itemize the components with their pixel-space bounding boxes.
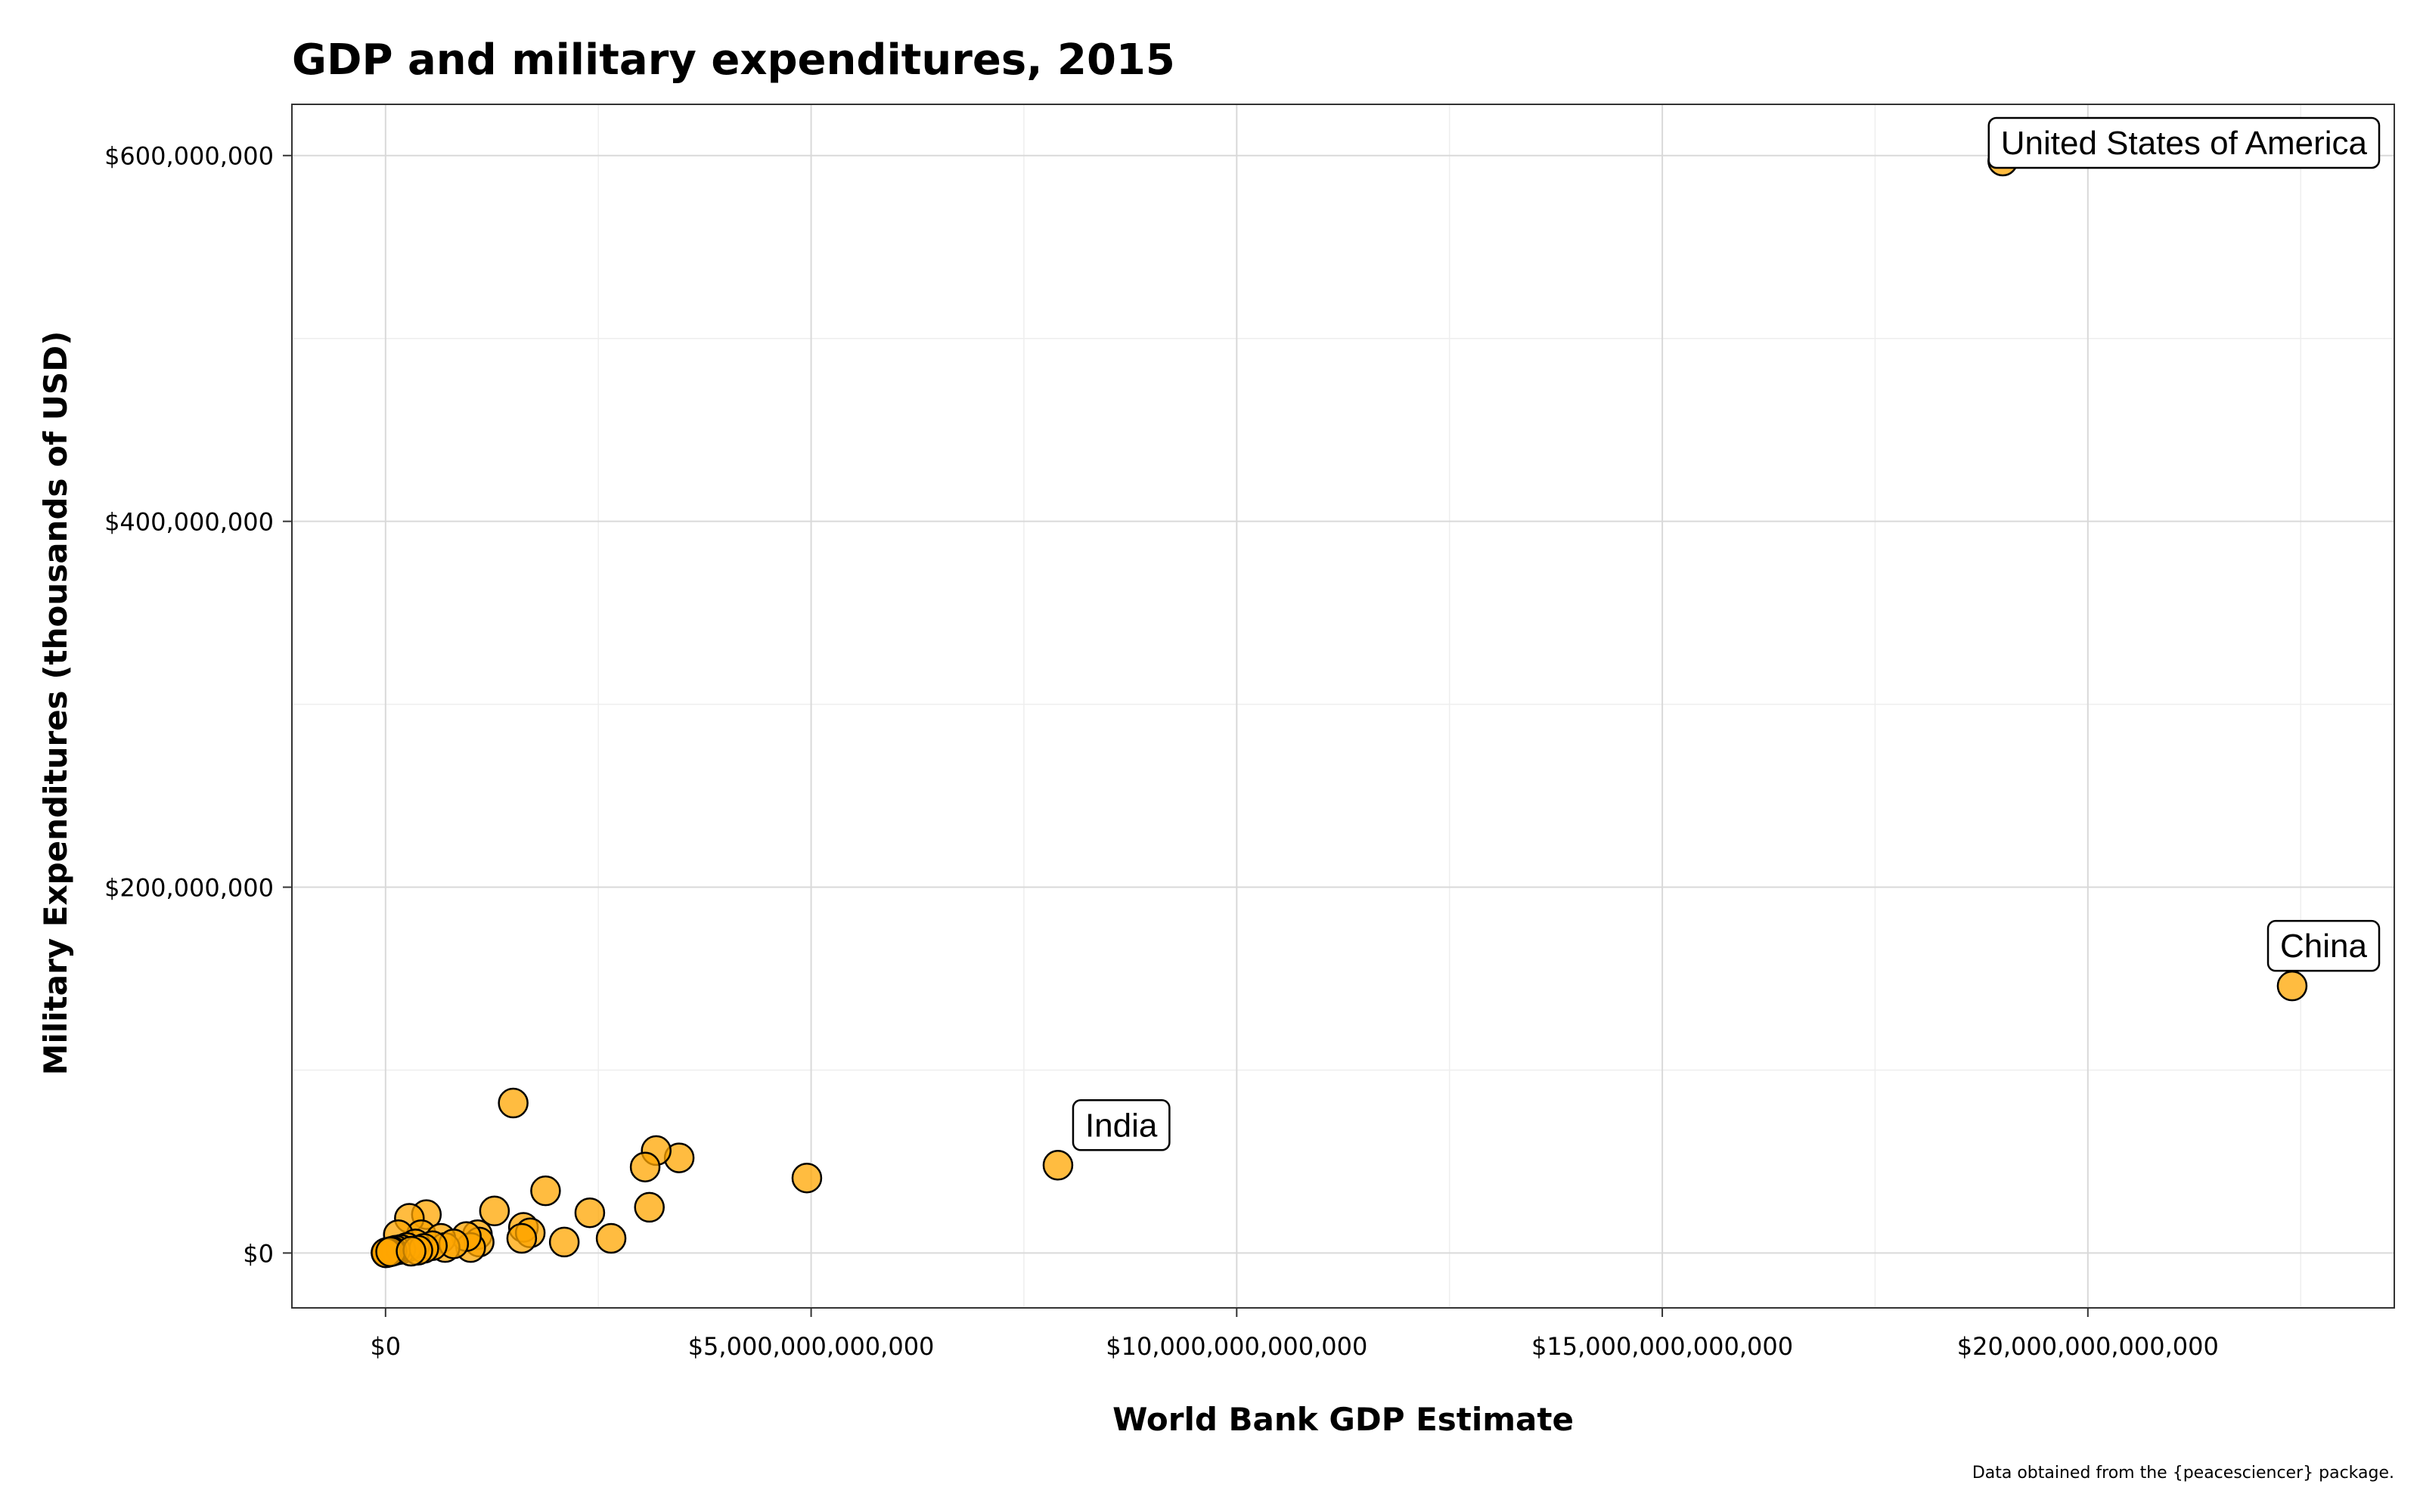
- major-gridlines: [292, 104, 2394, 1308]
- y-tick-label: $400,000,000: [104, 508, 274, 537]
- data-point: [2276, 970, 2308, 1002]
- x-axis-title: World Bank GDP Estimate: [1112, 1401, 1574, 1438]
- data-points: [371, 145, 2308, 1269]
- y-tick-label: $600,000,000: [104, 142, 274, 171]
- annotation-text: United States of America: [2001, 125, 2368, 162]
- data-point: [629, 1151, 661, 1182]
- data-point: [595, 1222, 627, 1254]
- annotation-label: China: [2266, 919, 2381, 972]
- data-point: [791, 1162, 823, 1194]
- data-point: [1042, 1150, 1074, 1181]
- annotation-text: China: [2280, 928, 2367, 965]
- annotation-box: [1987, 116, 2381, 169]
- annotation-label: United States of America: [1987, 116, 2381, 169]
- y-tick-label: $0: [243, 1239, 274, 1268]
- x-tick-label: $15,000,000,000,000: [1531, 1332, 1793, 1361]
- data-point: [574, 1197, 606, 1228]
- annotation-label: India: [1072, 1099, 1171, 1151]
- data-point: [530, 1175, 561, 1207]
- plot-panel-border: [291, 104, 2395, 1309]
- data-point: [548, 1226, 580, 1258]
- annotation-box: [1072, 1099, 1171, 1151]
- x-tick-label: $10,000,000,000,000: [1106, 1332, 1367, 1361]
- annotation-text: India: [1085, 1107, 1158, 1144]
- y-axis-title: Military Expenditures (thousands of USD): [37, 331, 74, 1076]
- x-tick-label: $5,000,000,000,000: [688, 1332, 935, 1361]
- y-axis-ticks: $0 $200,000,000 $400,000,000 $600,000,000: [104, 142, 292, 1268]
- data-point: [479, 1195, 510, 1227]
- y-tick-label: $200,000,000: [104, 874, 274, 903]
- chart-title: GDP and military expenditures, 2015: [292, 36, 1175, 85]
- x-tick-label: $20,000,000,000,000: [1957, 1332, 2219, 1361]
- x-axis-ticks: $0 $5,000,000,000,000 $10,000,000,000,000 $…: [370, 1308, 2219, 1361]
- x-tick-label: $0: [370, 1332, 401, 1361]
- data-point: [506, 1222, 538, 1254]
- chart-caption: Data obtained from the {peacesciencer} p…: [1972, 1464, 2394, 1483]
- annotation-box: [2266, 919, 2381, 972]
- data-point: [634, 1191, 665, 1223]
- minor-gridlines: [292, 104, 2394, 1308]
- data-point: [498, 1087, 529, 1119]
- data-point: [396, 1235, 427, 1267]
- country-annotations: United States of America China India: [1072, 116, 2381, 1151]
